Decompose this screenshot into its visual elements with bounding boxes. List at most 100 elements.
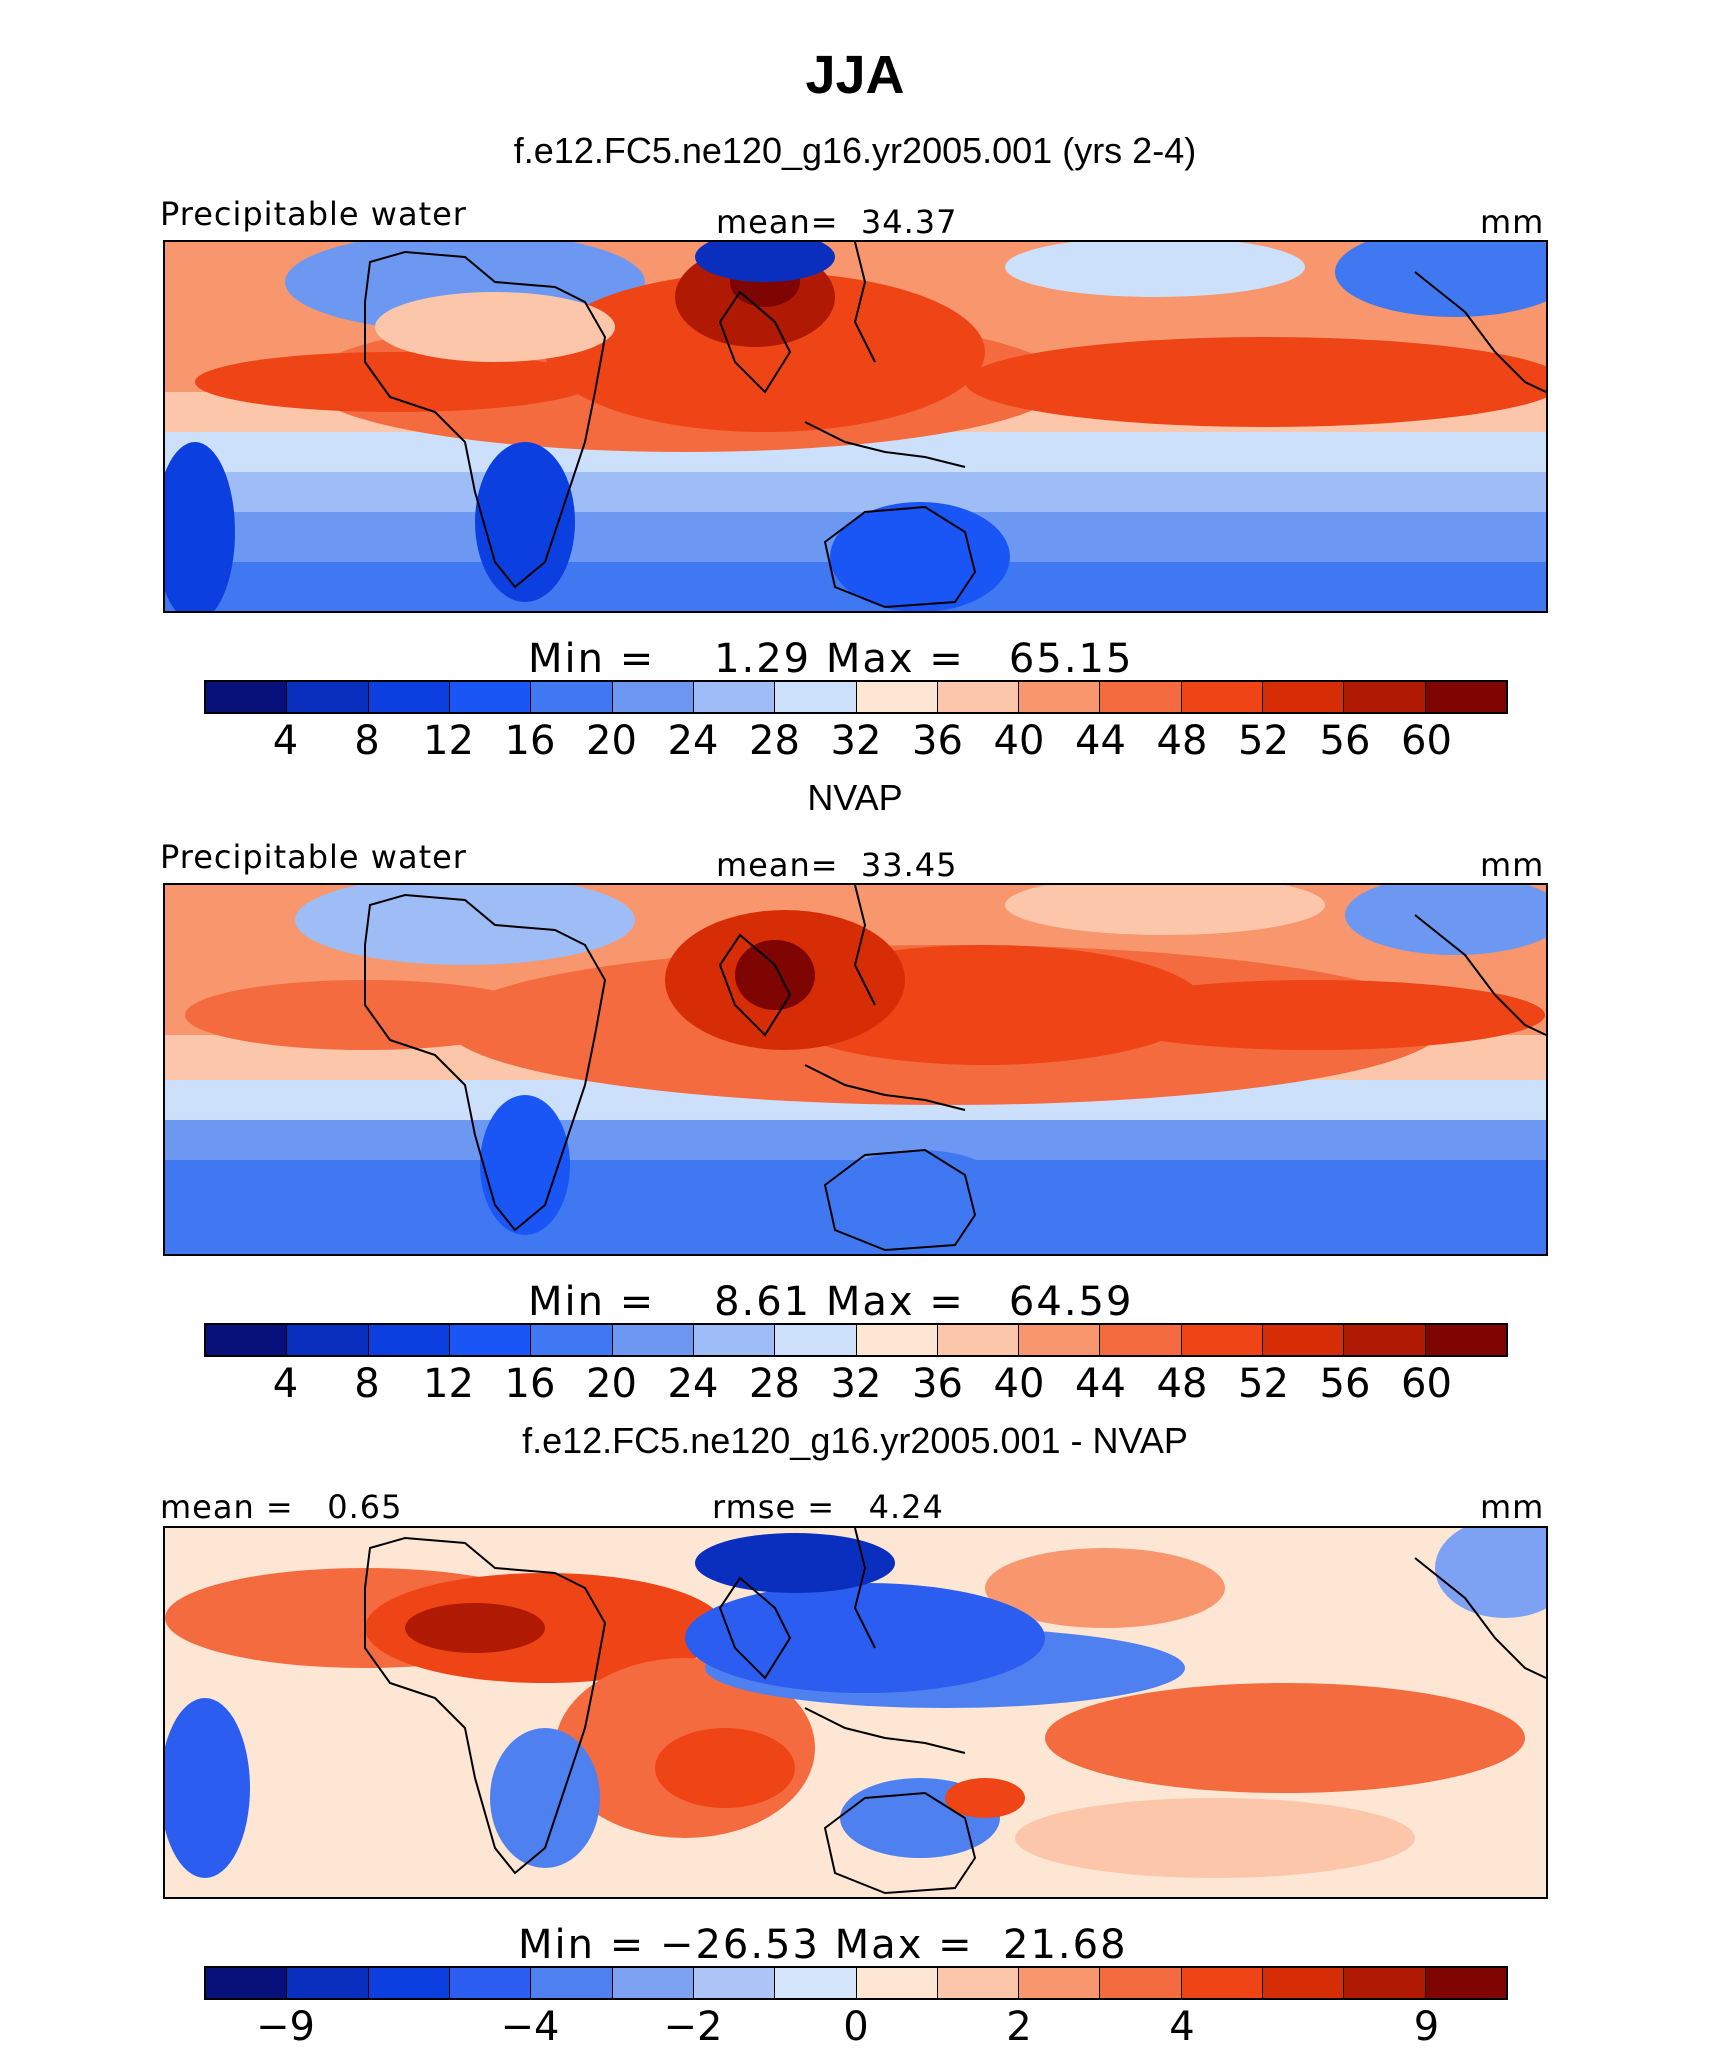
colorbar-tick-label: 8 bbox=[354, 1361, 380, 1407]
colorbar-tick-label: 9 bbox=[1413, 2004, 1440, 2050]
colorbar-tick-label: 36 bbox=[912, 1361, 963, 1407]
colorbar-tick-label: 24 bbox=[667, 1361, 719, 1407]
panel-2-mean-label: mean= 33.45 bbox=[716, 846, 958, 884]
colorbar-swatch bbox=[287, 682, 369, 712]
colorbar-tick-label: 12 bbox=[423, 718, 474, 764]
colorbar-tick-label: 48 bbox=[1156, 1361, 1208, 1407]
colorbar-swatch bbox=[368, 682, 450, 712]
colorbar-swatch bbox=[287, 1968, 369, 1998]
colorbar-swatch bbox=[1344, 1325, 1426, 1355]
colorbar-swatch bbox=[1425, 682, 1506, 712]
colorbar-tick-label: 44 bbox=[1075, 1361, 1126, 1407]
colorbar-swatch bbox=[937, 1968, 1020, 1998]
panel-3-map bbox=[163, 1526, 1548, 1899]
colorbar-tick-label: 2 bbox=[1006, 2004, 1032, 2050]
panel-1-map bbox=[163, 240, 1548, 613]
panel-1-field bbox=[165, 242, 1546, 611]
colorbar-swatch bbox=[531, 1325, 613, 1355]
colorbar-swatch bbox=[693, 1968, 776, 1998]
colorbar-tick-label: 4 bbox=[272, 718, 299, 764]
panel-1-colorbar bbox=[204, 680, 1508, 714]
colorbar-swatch bbox=[368, 1968, 450, 1998]
figure-title: JJA bbox=[805, 45, 905, 105]
colorbar-swatch bbox=[612, 1968, 694, 1998]
colorbar-tick-label: 0 bbox=[843, 2004, 869, 2050]
colorbar-tick-label: 20 bbox=[586, 718, 637, 764]
panel-2-variable-label: Precipitable water bbox=[160, 838, 467, 876]
panel-3-rmse-label: rmse = 4.24 bbox=[712, 1488, 944, 1526]
colorbar-swatch bbox=[206, 1325, 288, 1355]
colorbar-tick-label: 36 bbox=[912, 718, 963, 764]
panel-1-minmax: Min = 1.29 Max = 65.15 bbox=[528, 636, 1134, 682]
colorbar-swatch bbox=[531, 682, 613, 712]
colorbar-swatch bbox=[856, 682, 938, 712]
colorbar-tick-label: −4 bbox=[500, 2004, 560, 2050]
colorbar-tick-label: −9 bbox=[256, 2004, 315, 2050]
colorbar-swatch bbox=[1263, 1325, 1345, 1355]
colorbar-swatch bbox=[856, 1325, 938, 1355]
colorbar-swatch bbox=[937, 682, 1020, 712]
panel-3-mean-label: mean = 0.65 bbox=[160, 1488, 403, 1526]
panel-2-units-label: mm bbox=[1480, 846, 1545, 884]
colorbar-tick-label: 40 bbox=[993, 718, 1045, 764]
colorbar-swatch bbox=[1344, 682, 1426, 712]
colorbar-swatch bbox=[775, 1325, 857, 1355]
colorbar-tick-label: 16 bbox=[504, 1361, 556, 1407]
colorbar-swatch bbox=[1100, 1325, 1182, 1355]
colorbar-swatch bbox=[1425, 1968, 1506, 1998]
colorbar-swatch bbox=[693, 1325, 776, 1355]
colorbar-swatch bbox=[1019, 1968, 1101, 1998]
colorbar-tick-label: 12 bbox=[423, 1361, 474, 1407]
colorbar-swatch bbox=[206, 682, 288, 712]
colorbar-tick-label: 44 bbox=[1075, 718, 1126, 764]
panel-1-mean-label: mean= 34.37 bbox=[716, 203, 958, 241]
colorbar-swatch bbox=[1019, 682, 1101, 712]
colorbar-tick-label: 56 bbox=[1319, 718, 1371, 764]
panel-3-title: f.e12.FC5.ne120_g16.yr2005.001 - NVAP bbox=[522, 1420, 1188, 1461]
panel-2-colorbar bbox=[204, 1323, 1508, 1357]
colorbar-swatch bbox=[449, 682, 532, 712]
colorbar-tick-label: 40 bbox=[993, 1361, 1045, 1407]
colorbar-swatch bbox=[612, 1325, 694, 1355]
colorbar-tick-label: 60 bbox=[1401, 1361, 1452, 1407]
colorbar-tick-label: 28 bbox=[749, 718, 800, 764]
panel-3-minmax: Min = −26.53 Max = 21.68 bbox=[518, 1922, 1128, 1968]
panel-2-title: NVAP bbox=[807, 777, 903, 818]
panel-2-map bbox=[163, 883, 1548, 1256]
colorbar-tick-label: 8 bbox=[354, 718, 380, 764]
panel-3-field bbox=[165, 1528, 1546, 1897]
colorbar-swatch bbox=[1425, 1325, 1506, 1355]
colorbar-tick-label: 52 bbox=[1238, 718, 1289, 764]
colorbar-swatch bbox=[937, 1325, 1020, 1355]
panel-1-variable-label: Precipitable water bbox=[160, 195, 467, 233]
colorbar-swatch bbox=[287, 1325, 369, 1355]
colorbar-tick-label: 16 bbox=[504, 718, 556, 764]
colorbar-swatch bbox=[775, 682, 857, 712]
colorbar-swatch bbox=[856, 1968, 938, 1998]
colorbar-tick-label: 56 bbox=[1319, 1361, 1371, 1407]
panel-2-field bbox=[165, 885, 1546, 1254]
colorbar-swatch bbox=[693, 682, 776, 712]
colorbar-tick-label: 28 bbox=[749, 1361, 800, 1407]
colorbar-swatch bbox=[1100, 1968, 1182, 1998]
colorbar-swatch bbox=[531, 1968, 613, 1998]
colorbar-swatch bbox=[368, 1325, 450, 1355]
colorbar-tick-label: 48 bbox=[1156, 718, 1208, 764]
colorbar-tick-label: 32 bbox=[830, 1361, 882, 1407]
colorbar-swatch bbox=[1344, 1968, 1426, 1998]
panel-1-title: f.e12.FC5.ne120_g16.yr2005.001 (yrs 2-4) bbox=[513, 130, 1197, 171]
colorbar-tick-label: 60 bbox=[1401, 718, 1452, 764]
colorbar-swatch bbox=[1263, 682, 1345, 712]
colorbar-swatch bbox=[612, 682, 694, 712]
colorbar-tick-label: 4 bbox=[272, 1361, 299, 1407]
colorbar-swatch bbox=[1181, 682, 1264, 712]
colorbar-swatch bbox=[1181, 1968, 1264, 1998]
panel-2-minmax: Min = 8.61 Max = 64.59 bbox=[528, 1279, 1134, 1325]
colorbar-swatch bbox=[1181, 1325, 1264, 1355]
colorbar-tick-label: −2 bbox=[663, 2004, 723, 2050]
colorbar-tick-label: 24 bbox=[667, 718, 719, 764]
colorbar-swatch bbox=[775, 1968, 857, 1998]
panel-1-units-label: mm bbox=[1480, 203, 1545, 241]
colorbar-tick-label: 32 bbox=[830, 718, 882, 764]
colorbar-tick-label: 52 bbox=[1238, 1361, 1289, 1407]
